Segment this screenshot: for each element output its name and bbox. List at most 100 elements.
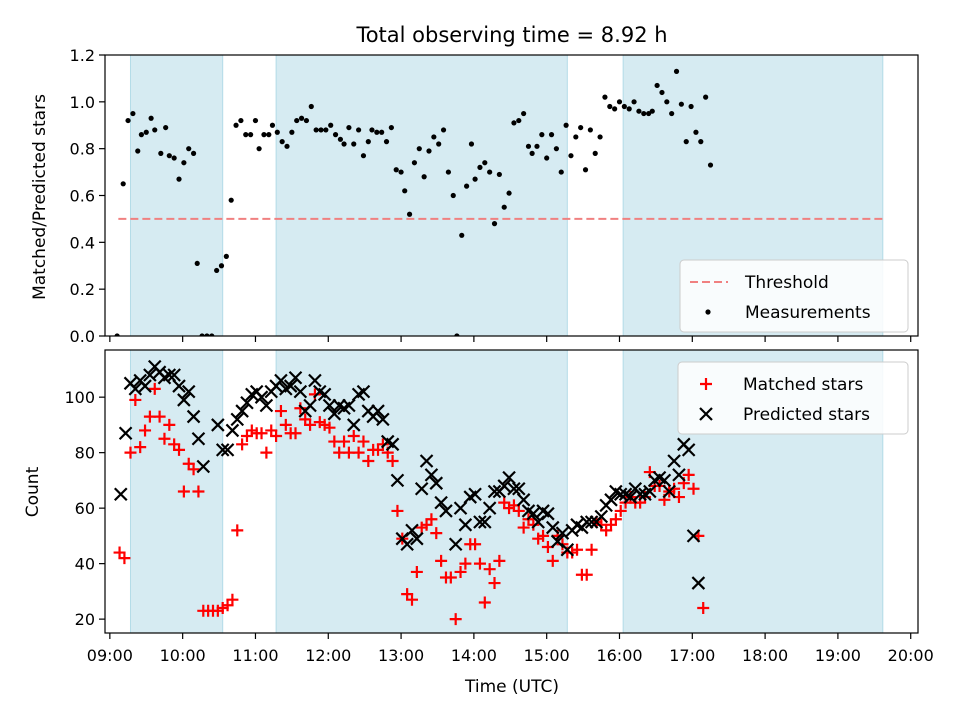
bottom-x-point-1-112 — [657, 473, 672, 488]
bottom-plus-point-0-24 — [231, 524, 244, 537]
bottom-x-point-1-39 — [303, 398, 317, 413]
top-dot-point-0-106 — [616, 99, 623, 105]
bottom-plus-point-0-57 — [391, 504, 404, 517]
bottom-x-point-1-88 — [541, 506, 555, 521]
top-dot-point-0-62 — [406, 211, 413, 217]
bottom-plus-point-0-37 — [294, 402, 307, 415]
top-dot-point-0-49 — [346, 124, 352, 131]
top-dot-point-0-111 — [641, 110, 647, 117]
bottom-plus-point-0-82 — [512, 504, 525, 517]
top-y-tick-label-1: 0.2 — [70, 280, 95, 299]
top-dot-point-0-90 — [539, 132, 545, 138]
top-dot-point-0-59 — [393, 167, 399, 173]
top-dot-point-0-8 — [152, 127, 158, 133]
bottom-x-point-1-60 — [405, 523, 419, 538]
bottom-plus-point-0-120 — [697, 602, 710, 615]
top-dot-point-0-83 — [506, 190, 512, 196]
top-dot-point-0-38 — [294, 117, 300, 124]
top-dot-point-0-65 — [421, 174, 427, 180]
top-dot-point-0-71 — [450, 192, 456, 199]
top-dot-point-0-7 — [148, 115, 154, 121]
top-dot-point-0-63 — [411, 160, 418, 166]
top-dot-point-0-56 — [379, 129, 385, 135]
top-dot-point-0-1 — [120, 181, 126, 187]
top-dot-point-0-118 — [673, 68, 680, 74]
bottom-legend-marker-1 — [699, 407, 713, 421]
bottom-x-point-1-59 — [400, 537, 414, 551]
bottom-plus-point-0-40 — [308, 388, 321, 401]
top-dot-point-0-70 — [445, 169, 452, 175]
bottom-x-point-1-77 — [487, 484, 502, 499]
bottom-plus-point-0-51 — [362, 454, 375, 467]
top-dot-point-0-40 — [303, 117, 310, 124]
top-dot-point-0-115 — [659, 89, 665, 96]
top-dot-point-0-124 — [703, 94, 709, 100]
top-dot-point-0-20 — [209, 333, 215, 336]
top-dot-point-0-85 — [516, 117, 522, 124]
top-dot-point-0-39 — [298, 115, 305, 121]
bottom-plus-point-0-50 — [357, 435, 370, 448]
bottom-plus-point-0-66 — [435, 554, 448, 567]
bottom-x-point-1-50 — [356, 384, 371, 399]
bottom-x-point-1-99 — [594, 509, 609, 524]
x-tick-label-5: 14:00 — [451, 646, 497, 665]
bottom-axes-frame — [104, 349, 919, 634]
top-dot-point-0-30 — [256, 146, 262, 152]
top-dot-point-0-44 — [323, 127, 329, 133]
top-dot-point-0-64 — [416, 146, 422, 152]
bottom-observing-span-0 — [129, 350, 224, 633]
bottom-plus-point-0-102 — [609, 513, 622, 526]
bottom-plus-point-0-71 — [459, 557, 472, 570]
top-dot-point-0-110 — [636, 108, 642, 114]
bottom-x-point-1-11 — [167, 368, 181, 382]
top-dot-point-0-66 — [426, 148, 432, 154]
top-dot-point-0-18 — [199, 333, 205, 336]
top-dot-point-0-4 — [135, 148, 141, 154]
bottom-x-point-1-83 — [516, 493, 531, 507]
bottom-x-point-1-47 — [342, 398, 356, 413]
top-dot-point-0-5 — [138, 132, 145, 138]
x-tick-label-9: 18:00 — [742, 646, 788, 665]
top-dot-point-0-22 — [218, 263, 225, 269]
bottom-plus-point-0-103 — [614, 504, 627, 517]
top-legend-box — [679, 259, 909, 333]
bottom-plus-point-0-74 — [473, 557, 486, 570]
top-y-tick-label-4: 0.8 — [70, 140, 95, 159]
top-y-axis-label: Matched/Predicted stars — [30, 94, 50, 300]
top-dot-point-0-14 — [181, 160, 187, 166]
x-tick-label-10: 19:00 — [815, 646, 861, 665]
bottom-plus-point-0-94 — [571, 543, 584, 556]
top-dot-point-0-42 — [313, 127, 319, 133]
bottom-x-point-1-118 — [686, 529, 701, 543]
bottom-plus-point-0-7 — [148, 382, 161, 395]
x-axis-label: Time (UTC) — [464, 677, 559, 697]
bottom-plus-point-0-16 — [192, 485, 205, 498]
bottom-plus-point-0-96 — [580, 568, 593, 581]
top-dot-point-0-73 — [459, 232, 465, 238]
top-dot-point-0-32 — [266, 132, 272, 138]
top-dot-point-0-113 — [649, 108, 655, 114]
bottom-x-point-1-103 — [613, 487, 628, 502]
top-dot-point-0-75 — [468, 141, 475, 147]
bottom-y-tick-label-0: 20 — [75, 610, 95, 629]
top-dot-point-0-51 — [356, 127, 362, 133]
bottom-x-point-1-40 — [308, 373, 322, 388]
top-dot-point-0-34 — [274, 129, 280, 135]
bottom-panel: 20 40 60 80 100 09:00 10:00 11:00 12:00 13:00 14:0… — [64, 349, 934, 665]
bottom-x-point-1-20 — [211, 418, 225, 432]
bottom-plus-point-0-76 — [483, 563, 496, 576]
bottom-x-point-1-113 — [662, 484, 677, 499]
bottom-x-point-1-42 — [317, 387, 332, 402]
x-tick-label-3: 12:00 — [305, 646, 351, 665]
bottom-x-point-1-14 — [181, 384, 196, 399]
bottom-x-point-1-21 — [215, 443, 230, 457]
bottom-x-point-1-119 — [691, 576, 706, 590]
top-dot-point-0-6 — [143, 129, 149, 135]
top-dot-point-0-0 — [114, 333, 120, 336]
bottom-x-point-1-5 — [138, 379, 152, 393]
top-dot-point-0-19 — [204, 333, 210, 336]
bottom-x-point-1-15 — [186, 409, 201, 424]
bottom-x-point-1-114 — [667, 454, 681, 468]
top-dot-point-0-87 — [525, 143, 532, 149]
